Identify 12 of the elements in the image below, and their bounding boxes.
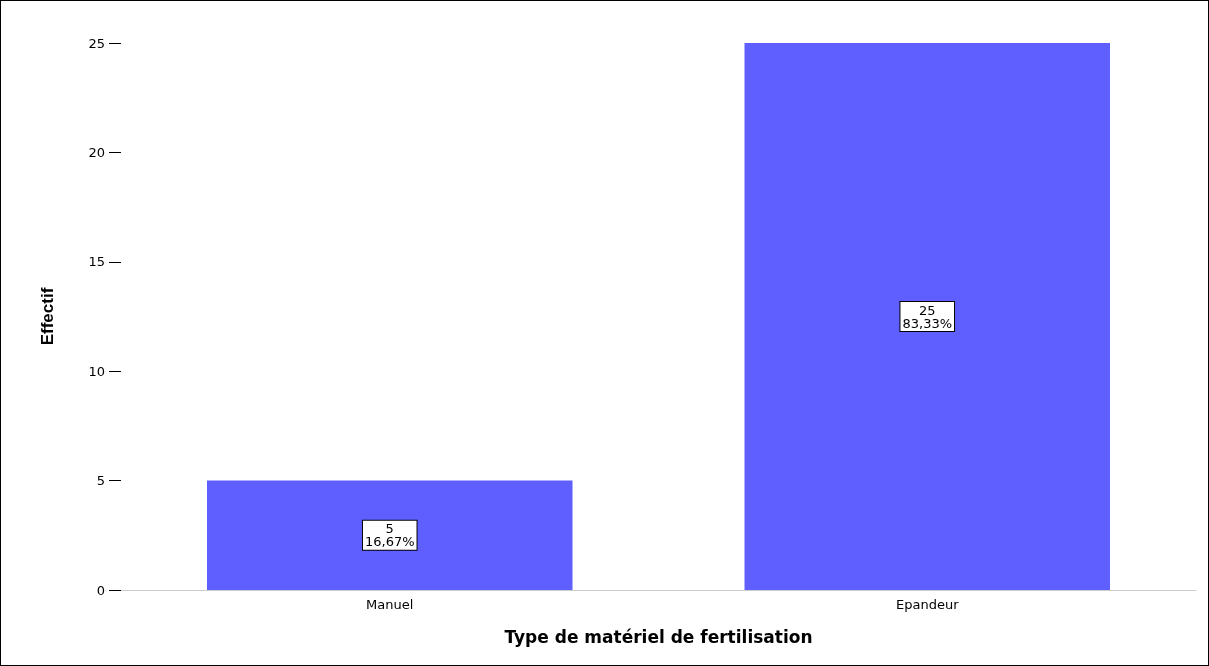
y-tick-label: 0 bbox=[96, 582, 105, 598]
y-tick-label: 20 bbox=[88, 144, 105, 160]
y-tick-label: 5 bbox=[96, 473, 105, 489]
x-tick-label: Manuel bbox=[366, 597, 414, 612]
y-tick-label: 25 bbox=[88, 35, 105, 51]
x-tick-label: Epandeur bbox=[895, 597, 960, 612]
data-label: 25 83,33% bbox=[902, 302, 953, 331]
x-axis-title: Type de matériel de fertilisation bbox=[504, 626, 813, 647]
y-tick-label: 10 bbox=[88, 363, 105, 379]
y-tick-label: 15 bbox=[88, 254, 105, 270]
data-label: 5 16,67% bbox=[364, 521, 415, 550]
y-axis-title: Effectif bbox=[38, 287, 57, 346]
